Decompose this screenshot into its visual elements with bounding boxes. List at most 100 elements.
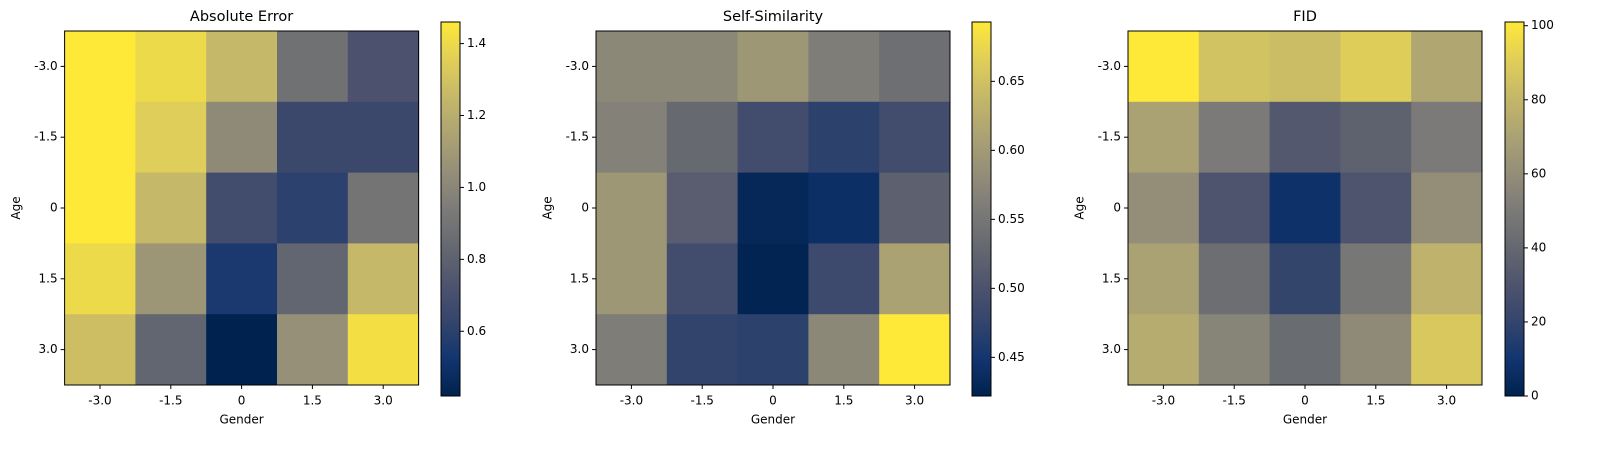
heatmap-cell	[1411, 314, 1483, 386]
colorbar-tick-label: 0.55	[998, 212, 1025, 226]
heatmap-cell	[64, 172, 136, 244]
x-tick-label: -1.5	[159, 394, 182, 408]
heatmap-cell	[1340, 31, 1412, 103]
heatmap-cell	[808, 101, 880, 174]
heatmap-cell	[64, 31, 136, 103]
chart-title: Self-Similarity	[723, 9, 824, 25]
colorbar-tick-label: 0.45	[998, 350, 1025, 364]
heatmap-cell	[347, 243, 420, 315]
y-tick-label: 0	[50, 201, 58, 215]
heatmap-cell	[135, 101, 207, 174]
colorbar-tick-label: 20	[1531, 314, 1546, 328]
heatmap-cell	[206, 172, 278, 244]
heatmap-cell	[737, 31, 809, 103]
heatmap-cell	[1128, 243, 1200, 315]
heatmap-cell	[1198, 101, 1271, 174]
colorbar-tick-label: 1.2	[467, 108, 486, 122]
y-tick-label: 1.5	[1102, 271, 1121, 285]
heatmap-cell	[206, 314, 278, 386]
heatmap-cell	[1340, 314, 1412, 386]
x-tick-label: 1.5	[1366, 394, 1385, 408]
y-tick-label: 3.0	[570, 342, 589, 356]
heatmap-cell	[666, 31, 739, 103]
x-axis-label: Gender	[1283, 413, 1327, 427]
heatmap-cell	[1340, 101, 1412, 174]
y-tick-label: -1.5	[34, 130, 57, 144]
heatmap-cell	[1269, 243, 1341, 315]
heatmap-cell	[206, 31, 278, 103]
heatmap-cell	[808, 31, 880, 103]
heatmap-cell	[879, 243, 951, 315]
heatmap-cell	[1269, 314, 1341, 386]
heatmap-cell	[808, 243, 880, 315]
heatmap-cell	[1128, 101, 1200, 174]
heatmap-cell	[1269, 31, 1341, 103]
heatmap-cell	[347, 31, 420, 103]
heatmap-cell	[596, 314, 668, 386]
heatmap-cell	[64, 101, 136, 174]
x-tick-label: 3.0	[905, 394, 924, 408]
heatmap-cell	[135, 31, 207, 103]
x-tick-label: -1.5	[1222, 394, 1245, 408]
colorbar-tick-label: 0.8	[467, 252, 486, 266]
colorbar-tick-label: 100	[1531, 18, 1554, 32]
heatmap-cell	[1340, 172, 1412, 244]
heatmap-cell	[879, 172, 951, 244]
heatmap-cell	[666, 314, 739, 386]
heatmap-cell	[1198, 31, 1271, 103]
heatmap-cell	[135, 172, 207, 244]
heatmap-cell	[666, 101, 739, 174]
chart-title: FID	[1293, 9, 1317, 25]
colorbar-tick-label: 40	[1531, 240, 1546, 254]
x-tick-label: 3.0	[1437, 394, 1456, 408]
heatmap-cell	[596, 101, 668, 174]
heatmap-cell	[347, 314, 420, 386]
heatmap-cell	[64, 243, 136, 315]
colorbar-tick-label: 0.6	[467, 324, 486, 338]
heatmap-cell	[277, 314, 349, 386]
heatmap-cell	[596, 31, 668, 103]
heatmap-cell	[1269, 101, 1341, 174]
heatmap-cell	[1411, 101, 1483, 174]
heatmap-cell	[879, 101, 951, 174]
heatmap-cell	[135, 314, 207, 386]
y-tick-label: -3.0	[34, 59, 57, 73]
y-tick-label: -1.5	[566, 130, 589, 144]
x-tick-label: 0	[769, 394, 777, 408]
x-tick-label: -3.0	[1152, 394, 1175, 408]
x-tick-label: 0	[1301, 394, 1309, 408]
heatmap-cell	[277, 101, 349, 174]
y-tick-label: -3.0	[1098, 59, 1121, 73]
colorbar	[440, 21, 461, 397]
colorbar-tick-label: 80	[1531, 92, 1546, 106]
colorbar-tick-label: 1.0	[467, 180, 486, 194]
colorbar-tick-label: 0.50	[998, 281, 1025, 295]
heatmap-cell	[1411, 243, 1483, 315]
y-tick-label: 3.0	[1102, 342, 1121, 356]
colorbar-tick-label: 60	[1531, 166, 1546, 180]
heatmap-cell	[1340, 243, 1412, 315]
y-tick-label: 0	[581, 201, 589, 215]
y-tick-label: -1.5	[1098, 130, 1121, 144]
x-axis-label: Gender	[751, 413, 795, 427]
x-tick-label: -1.5	[690, 394, 713, 408]
heatmap-cell	[879, 31, 951, 103]
heatmap-cell	[206, 101, 278, 174]
y-tick-label: 1.5	[570, 271, 589, 285]
heatmap-cell	[1269, 172, 1341, 244]
y-axis-label: Age	[1073, 196, 1087, 219]
heatmap-cell	[737, 172, 809, 244]
y-axis-label: Age	[541, 196, 555, 219]
heatmap-cell	[347, 172, 420, 244]
x-tick-label: -3.0	[620, 394, 643, 408]
heatmap-cell	[1128, 31, 1200, 103]
colorbar	[971, 21, 992, 397]
heatmap-cell	[737, 101, 809, 174]
heatmap-cell	[1198, 314, 1271, 386]
y-tick-label: 0	[1113, 201, 1121, 215]
y-tick-label: 1.5	[39, 271, 58, 285]
heatmap-cell	[277, 172, 349, 244]
heatmap-cell	[206, 243, 278, 315]
heatmap-cell	[596, 172, 668, 244]
